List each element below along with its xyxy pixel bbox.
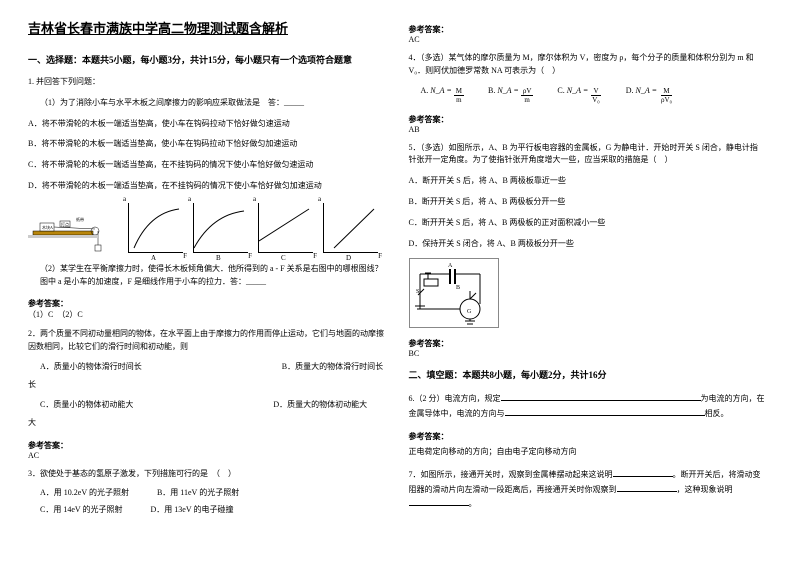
q2-answer: AC xyxy=(28,451,385,460)
circuit-diagram: A B G S xyxy=(409,258,499,328)
q6-stem: 6.（2 分）电流方向，规定为电流的方向，在金属导体中，电流的方向与相反。 xyxy=(409,391,766,421)
q1-stem: 1. 并回答下列问题： xyxy=(28,76,385,89)
q1-opt-c: C．将不带滑轮的木板一端适当垫高，在不挂钩码的情况下使小车恰好做匀速运动 xyxy=(28,159,385,172)
q5-answer-label: 参考答案： xyxy=(409,338,766,349)
q2-stem: 2．两个质量不同初动量相同的物体，在水平面上由于摩擦力的作用而停止运动，它们与地… xyxy=(28,328,385,354)
apparatus-diagram: 木块A 打点 纸带 xyxy=(28,203,118,253)
q5-stem: 5．（多选）如图所示，A、B 为平行板电容器的金属板，G 为静电计．开始时开关 … xyxy=(409,142,766,168)
q4-fa: A. N_A = Mm xyxy=(421,86,465,104)
svg-text:B: B xyxy=(456,285,460,291)
q5-opt-a: A．断开开关 S 后，将 A、B 两极板靠近一些 xyxy=(409,175,766,188)
q2-opt-c: C．质量小的物体初动能大 xyxy=(40,399,133,410)
q1-sub2: （2）某学生在平衡摩擦力时，使得长木板倾角偏大．他所得到的 a - F 关系是右… xyxy=(40,263,385,289)
q3-stem: 3．欲使处于基态的氢原子激发，下列措施可行的是 （ ） xyxy=(28,468,385,481)
q1-sub1: （1）为了消除小车与水平木板之间摩擦力的影响应采取做法是 答：_____ xyxy=(40,97,385,110)
blank-3 xyxy=(613,467,673,477)
graph-c: a F C xyxy=(258,203,313,253)
q2-opt-d: D．质量大的物体初动能大 xyxy=(273,399,367,410)
blank-4 xyxy=(617,482,677,492)
left-column: 吉林省长春市满族中学高二物理测试题含解析 一、选择题：本题共5小题，每小题3分，… xyxy=(28,18,385,543)
graph-b: a F B xyxy=(193,203,248,253)
svg-text:G: G xyxy=(467,309,472,315)
q2-opt-a: A．质量小的物体滑行时间长 xyxy=(40,361,142,372)
q6-answer-line1: 正电荷定向移动的方向；自由电子定向移动方向 xyxy=(409,446,766,459)
q1-opt-a: A．将不带滑轮的木板一端适当垫高，使小车在钩码拉动下恰好做匀速运动 xyxy=(28,118,385,131)
q4-fd: D. N_A = MρV₀ xyxy=(626,86,674,104)
q5-opt-d: D．保持开关 S 闭合，将 A、B 两极板分开一些 xyxy=(409,238,766,251)
q2-long-text: 长 xyxy=(28,379,385,392)
q2-opt-b: B．质量大的物体滑行时间长 xyxy=(282,361,383,372)
q6-answer-label: 参考答案： xyxy=(409,431,766,442)
q4-fb: B. N_A = ρVm xyxy=(488,86,533,104)
q3-opt-c: C．用 14eV 的光子照射 xyxy=(40,504,123,515)
q4-formulas: A. N_A = Mm B. N_A = ρVm C. N_A = VV₀ D.… xyxy=(421,86,766,104)
q2-big-text: 大 xyxy=(28,417,385,430)
q3-answer-label: 参考答案： xyxy=(409,24,766,35)
q4-answer-label: 参考答案： xyxy=(409,114,766,125)
q3-opt-a: A．用 10.2eV 的光子照射 xyxy=(40,487,129,498)
q3-opts: A．用 10.2eV 的光子照射 B．用 11eV 的光子照射 xyxy=(40,487,385,498)
q3-opts2: C．用 14eV 的光子照射 D．用 13eV 的电子碰撞 xyxy=(40,504,385,515)
q5-opt-c: C．断开开关 S 后，将 A、B 两极板的正对面积减小一些 xyxy=(409,217,766,230)
q1-opt-d: D．将不带滑轮的木板一端适当垫高，在不挂钩码的情况下使小车恰好做匀加速运动 xyxy=(28,180,385,193)
graph-a: a F A xyxy=(128,203,183,253)
q3-answer: AC xyxy=(409,35,766,44)
q7-stem: 7．如图所示，接通开关时，观察到金属棒摆动起来这说明。断开开关后，将滑动变阻器的… xyxy=(409,467,766,511)
q2-row2: C．质量小的物体初动能大 D．质量大的物体初动能大 xyxy=(40,399,385,410)
blank-1 xyxy=(501,391,701,401)
q1-answer: （1）C （2）C xyxy=(28,309,385,320)
q4-fc: C. N_A = VV₀ xyxy=(557,86,601,104)
svg-text:A: A xyxy=(448,263,453,269)
q4-stem: 4．（多选）某气体的摩尔质量为 M，摩尔体积为 V，密度为 ρ，每个分子的质量和… xyxy=(409,52,766,78)
q3-opt-d: D．用 13eV 的电子碰撞 xyxy=(151,504,234,515)
q2-row1: A．质量小的物体滑行时间长 B．质量大的物体滑行时间长 xyxy=(40,361,385,372)
q5-answer: BC xyxy=(409,349,766,358)
doc-title: 吉林省长春市满族中学高二物理测试题含解析 xyxy=(28,18,385,37)
right-column: 参考答案： AC 4．（多选）某气体的摩尔质量为 M，摩尔体积为 V，密度为 ρ… xyxy=(409,18,766,543)
q3-opt-b: B．用 11eV 的光子照射 xyxy=(157,487,239,498)
section-1-heading: 一、选择题：本题共5小题，每小题3分，共计15分，每小题只有一个选项符合题意 xyxy=(28,53,385,66)
svg-text:木块A: 木块A xyxy=(42,224,53,230)
blank-5 xyxy=(409,496,469,506)
graph-d: a F D xyxy=(323,203,378,253)
q1-diagram-row: 木块A 打点 纸带 a F A a F B a F xyxy=(28,203,385,253)
svg-text:纸带: 纸带 xyxy=(76,216,84,222)
q2-answer-label: 参考答案： xyxy=(28,440,385,451)
q1-answer-label: 参考答案： xyxy=(28,298,385,309)
blank-2 xyxy=(505,406,705,416)
q4-answer: AB xyxy=(409,125,766,134)
section-2-heading: 二、填空题：本题共8小题，每小题2分，共计16分 xyxy=(409,368,766,381)
svg-text:打点: 打点 xyxy=(61,221,69,227)
q1-opt-b: B．将不带滑轮的木板一端适当垫高，使小车在钩码拉动下恰好做匀加速运动 xyxy=(28,138,385,151)
q5-opt-b: B．断开开关 S 后，将 A、B 两极板分开一些 xyxy=(409,196,766,209)
